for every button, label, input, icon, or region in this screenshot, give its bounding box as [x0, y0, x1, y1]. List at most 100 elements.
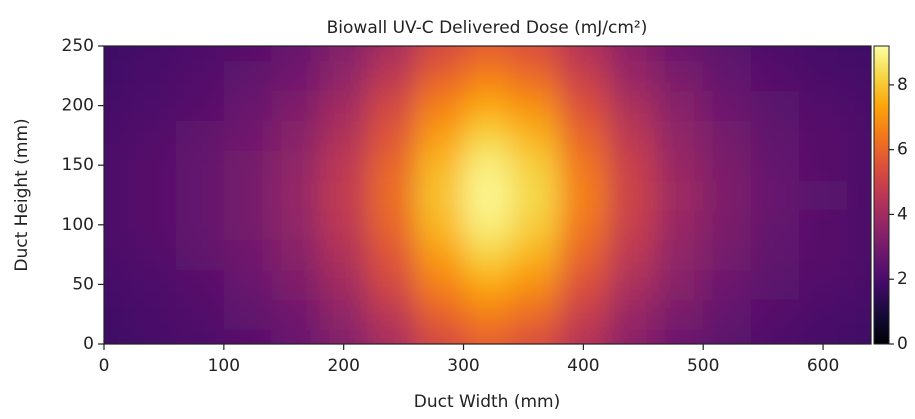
- heatmap-cell: [511, 209, 560, 241]
- heatmap-cell: [127, 180, 177, 211]
- heatmap-cell: [559, 150, 608, 181]
- x-tick-label: 200: [327, 356, 359, 376]
- y-tick-label: 100: [62, 215, 94, 235]
- heatmap-cell: [415, 180, 465, 211]
- heatmap-cell: [175, 150, 225, 181]
- colorbar-tick-label: 4: [897, 204, 908, 224]
- heatmap-cell: [104, 120, 129, 151]
- heatmap-cell: [703, 46, 752, 62]
- heatmap-cell: [799, 269, 848, 300]
- x-tick-label: 300: [447, 356, 479, 376]
- heatmap-cell: [415, 269, 465, 300]
- heatmap-cell: [223, 329, 273, 344]
- heatmap-cell: [415, 150, 465, 181]
- heatmap-cell: [127, 299, 177, 330]
- heatmap-cell: [175, 269, 225, 300]
- heatmap-cell: [104, 150, 129, 181]
- heatmap-cell: [127, 90, 177, 121]
- heatmap-cell: [847, 46, 871, 62]
- heatmap-cell: [415, 329, 465, 344]
- heatmap-cell: [415, 209, 465, 241]
- heatmap-cell: [271, 180, 321, 211]
- heatmap-cell: [847, 239, 871, 270]
- heatmap-cell: [511, 120, 560, 151]
- heatmap-cell: [607, 299, 656, 330]
- heatmap-cell: [607, 239, 656, 270]
- heatmap-cell: [511, 90, 560, 121]
- heatmap-cell: [607, 90, 656, 121]
- heatmap-cell: [104, 46, 129, 62]
- heatmap-cell: [104, 329, 129, 344]
- heatmap-cell: [703, 150, 752, 181]
- heatmap-cell: [463, 209, 512, 241]
- heatmap-cell: [847, 120, 871, 151]
- heatmap-cell: [751, 269, 800, 300]
- heatmap-cell: [367, 90, 417, 121]
- heatmap-cell: [703, 239, 752, 270]
- heatmap-cell: [223, 299, 273, 330]
- heatmap-cell: [104, 239, 129, 270]
- heatmap-cell: [511, 46, 560, 62]
- heatmap-cell: [511, 299, 560, 330]
- heatmap-cell: [319, 299, 369, 330]
- heatmap-cell: [104, 299, 129, 330]
- heatmap-cell: [703, 299, 752, 330]
- heatmap-cell: [751, 60, 800, 92]
- heatmap-cell: [223, 180, 273, 211]
- heatmap-cell: [367, 120, 417, 151]
- heatmap-cell: [511, 60, 560, 92]
- heatmap-cell: [104, 90, 129, 121]
- heatmap-cells: [104, 46, 871, 344]
- heatmap-cell: [367, 46, 417, 62]
- y-tick-label: 0: [83, 334, 94, 354]
- heatmap-cell: [127, 269, 177, 300]
- heatmap-cell: [127, 46, 177, 62]
- colorbar: [873, 45, 890, 345]
- heatmap-cell: [463, 299, 512, 330]
- heatmap-cell: [559, 329, 608, 344]
- heatmap-cell: [559, 180, 608, 211]
- heatmap-cell: [799, 120, 848, 151]
- heatmap-cell: [655, 180, 704, 211]
- heatmap-cell: [271, 299, 321, 330]
- heatmap-cell: [319, 180, 369, 211]
- heatmap-cell: [319, 120, 369, 151]
- heatmap-cell: [319, 269, 369, 300]
- heatmap-cell: [559, 120, 608, 151]
- heatmap-cell: [175, 299, 225, 330]
- heatmap-cell: [751, 299, 800, 330]
- heatmap-cell: [703, 60, 752, 92]
- heatmap-cell: [367, 239, 417, 270]
- heatmap-cell: [415, 60, 465, 92]
- heatmap-cell: [223, 120, 273, 151]
- colorbar-tick-label: 0: [897, 334, 908, 354]
- heatmap-cell: [655, 269, 704, 300]
- y-tick-label: 250: [62, 36, 94, 56]
- heatmap-cell: [799, 90, 848, 121]
- heatmap-cell: [271, 46, 321, 62]
- heatmap-cell: [655, 329, 704, 344]
- heatmap-cell: [104, 269, 129, 300]
- heatmap-cell: [559, 239, 608, 270]
- heatmap-cell: [847, 90, 871, 121]
- heatmap-cell: [319, 90, 369, 121]
- heatmap-cell: [703, 120, 752, 151]
- heatmap-cell: [223, 239, 273, 270]
- heatmap-cell: [703, 180, 752, 211]
- heatmap-cell: [104, 60, 129, 92]
- heatmap-cell: [655, 120, 704, 151]
- heatmap-cell: [319, 329, 369, 344]
- heatmap-cell: [703, 209, 752, 241]
- heatmap-cell: [463, 90, 512, 121]
- heatmap-cell: [319, 46, 369, 62]
- heatmap-cell: [703, 90, 752, 121]
- y-tick-label: 150: [62, 155, 94, 175]
- heatmap-cell: [367, 180, 417, 211]
- heatmap-cell: [847, 299, 871, 330]
- heatmap-cell: [415, 90, 465, 121]
- heatmap-cell: [799, 299, 848, 330]
- x-tick-label: 100: [208, 356, 240, 376]
- heatmap-cell: [751, 180, 800, 211]
- heatmap-cell: [847, 150, 871, 181]
- colorbar-tick-label: 6: [897, 140, 908, 160]
